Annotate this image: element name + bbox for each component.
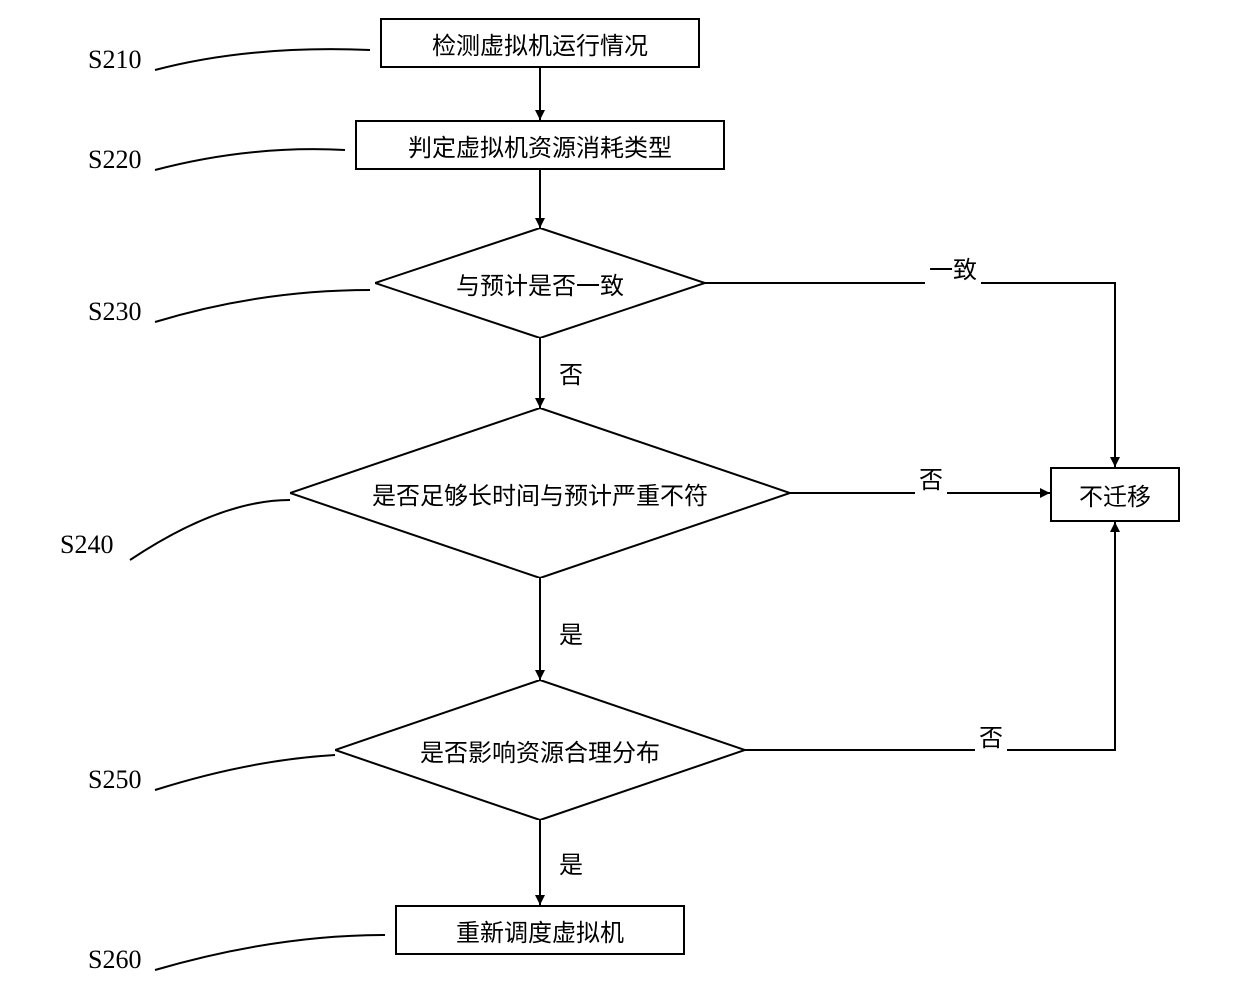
node-reschedule: 重新调度虚拟机: [395, 905, 685, 955]
step-label-s250: S250: [88, 765, 141, 795]
step-label-s240: S240: [60, 530, 113, 560]
node-text: 与预计是否一致: [456, 266, 624, 301]
node-text: 检测虚拟机运行情况: [432, 26, 648, 61]
step-label-s230: S230: [88, 297, 141, 327]
edge-label-long-yes: 是: [555, 615, 587, 650]
node-affect-dist: 是否影响资源合理分布: [335, 680, 745, 820]
edge-label-affect-yes: 是: [555, 845, 587, 880]
node-detect-vm: 检测虚拟机运行情况: [380, 18, 700, 68]
node-text: 不迁移: [1079, 477, 1151, 512]
flowchart-canvas: S210 S220 S230 S240 S250 S260 检测虚拟机运行情况 …: [0, 0, 1240, 987]
node-determine-type: 判定虚拟机资源消耗类型: [355, 120, 725, 170]
edge-label-affect-no: 否: [975, 718, 1007, 753]
node-no-migrate: 不迁移: [1050, 467, 1180, 522]
step-label-s220: S220: [88, 145, 141, 175]
edge-label-consistent-no: 否: [555, 355, 587, 390]
node-text: 是否足够长时间与预计严重不符: [372, 476, 708, 511]
node-text: 是否影响资源合理分布: [420, 733, 660, 768]
node-consistent: 与预计是否一致: [375, 228, 705, 338]
step-label-s210: S210: [88, 45, 141, 75]
node-long-enough: 是否足够长时间与预计严重不符: [290, 408, 790, 578]
step-label-s260: S260: [88, 945, 141, 975]
edge-label-consistent-yes: 一致: [925, 250, 981, 285]
node-text: 重新调度虚拟机: [456, 913, 624, 948]
node-text: 判定虚拟机资源消耗类型: [408, 128, 672, 163]
edge-label-long-no: 否: [915, 460, 947, 495]
